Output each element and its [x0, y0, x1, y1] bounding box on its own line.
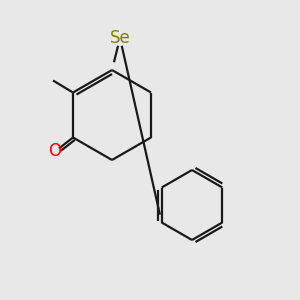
- Text: O: O: [49, 142, 62, 160]
- Text: Se: Se: [110, 29, 130, 47]
